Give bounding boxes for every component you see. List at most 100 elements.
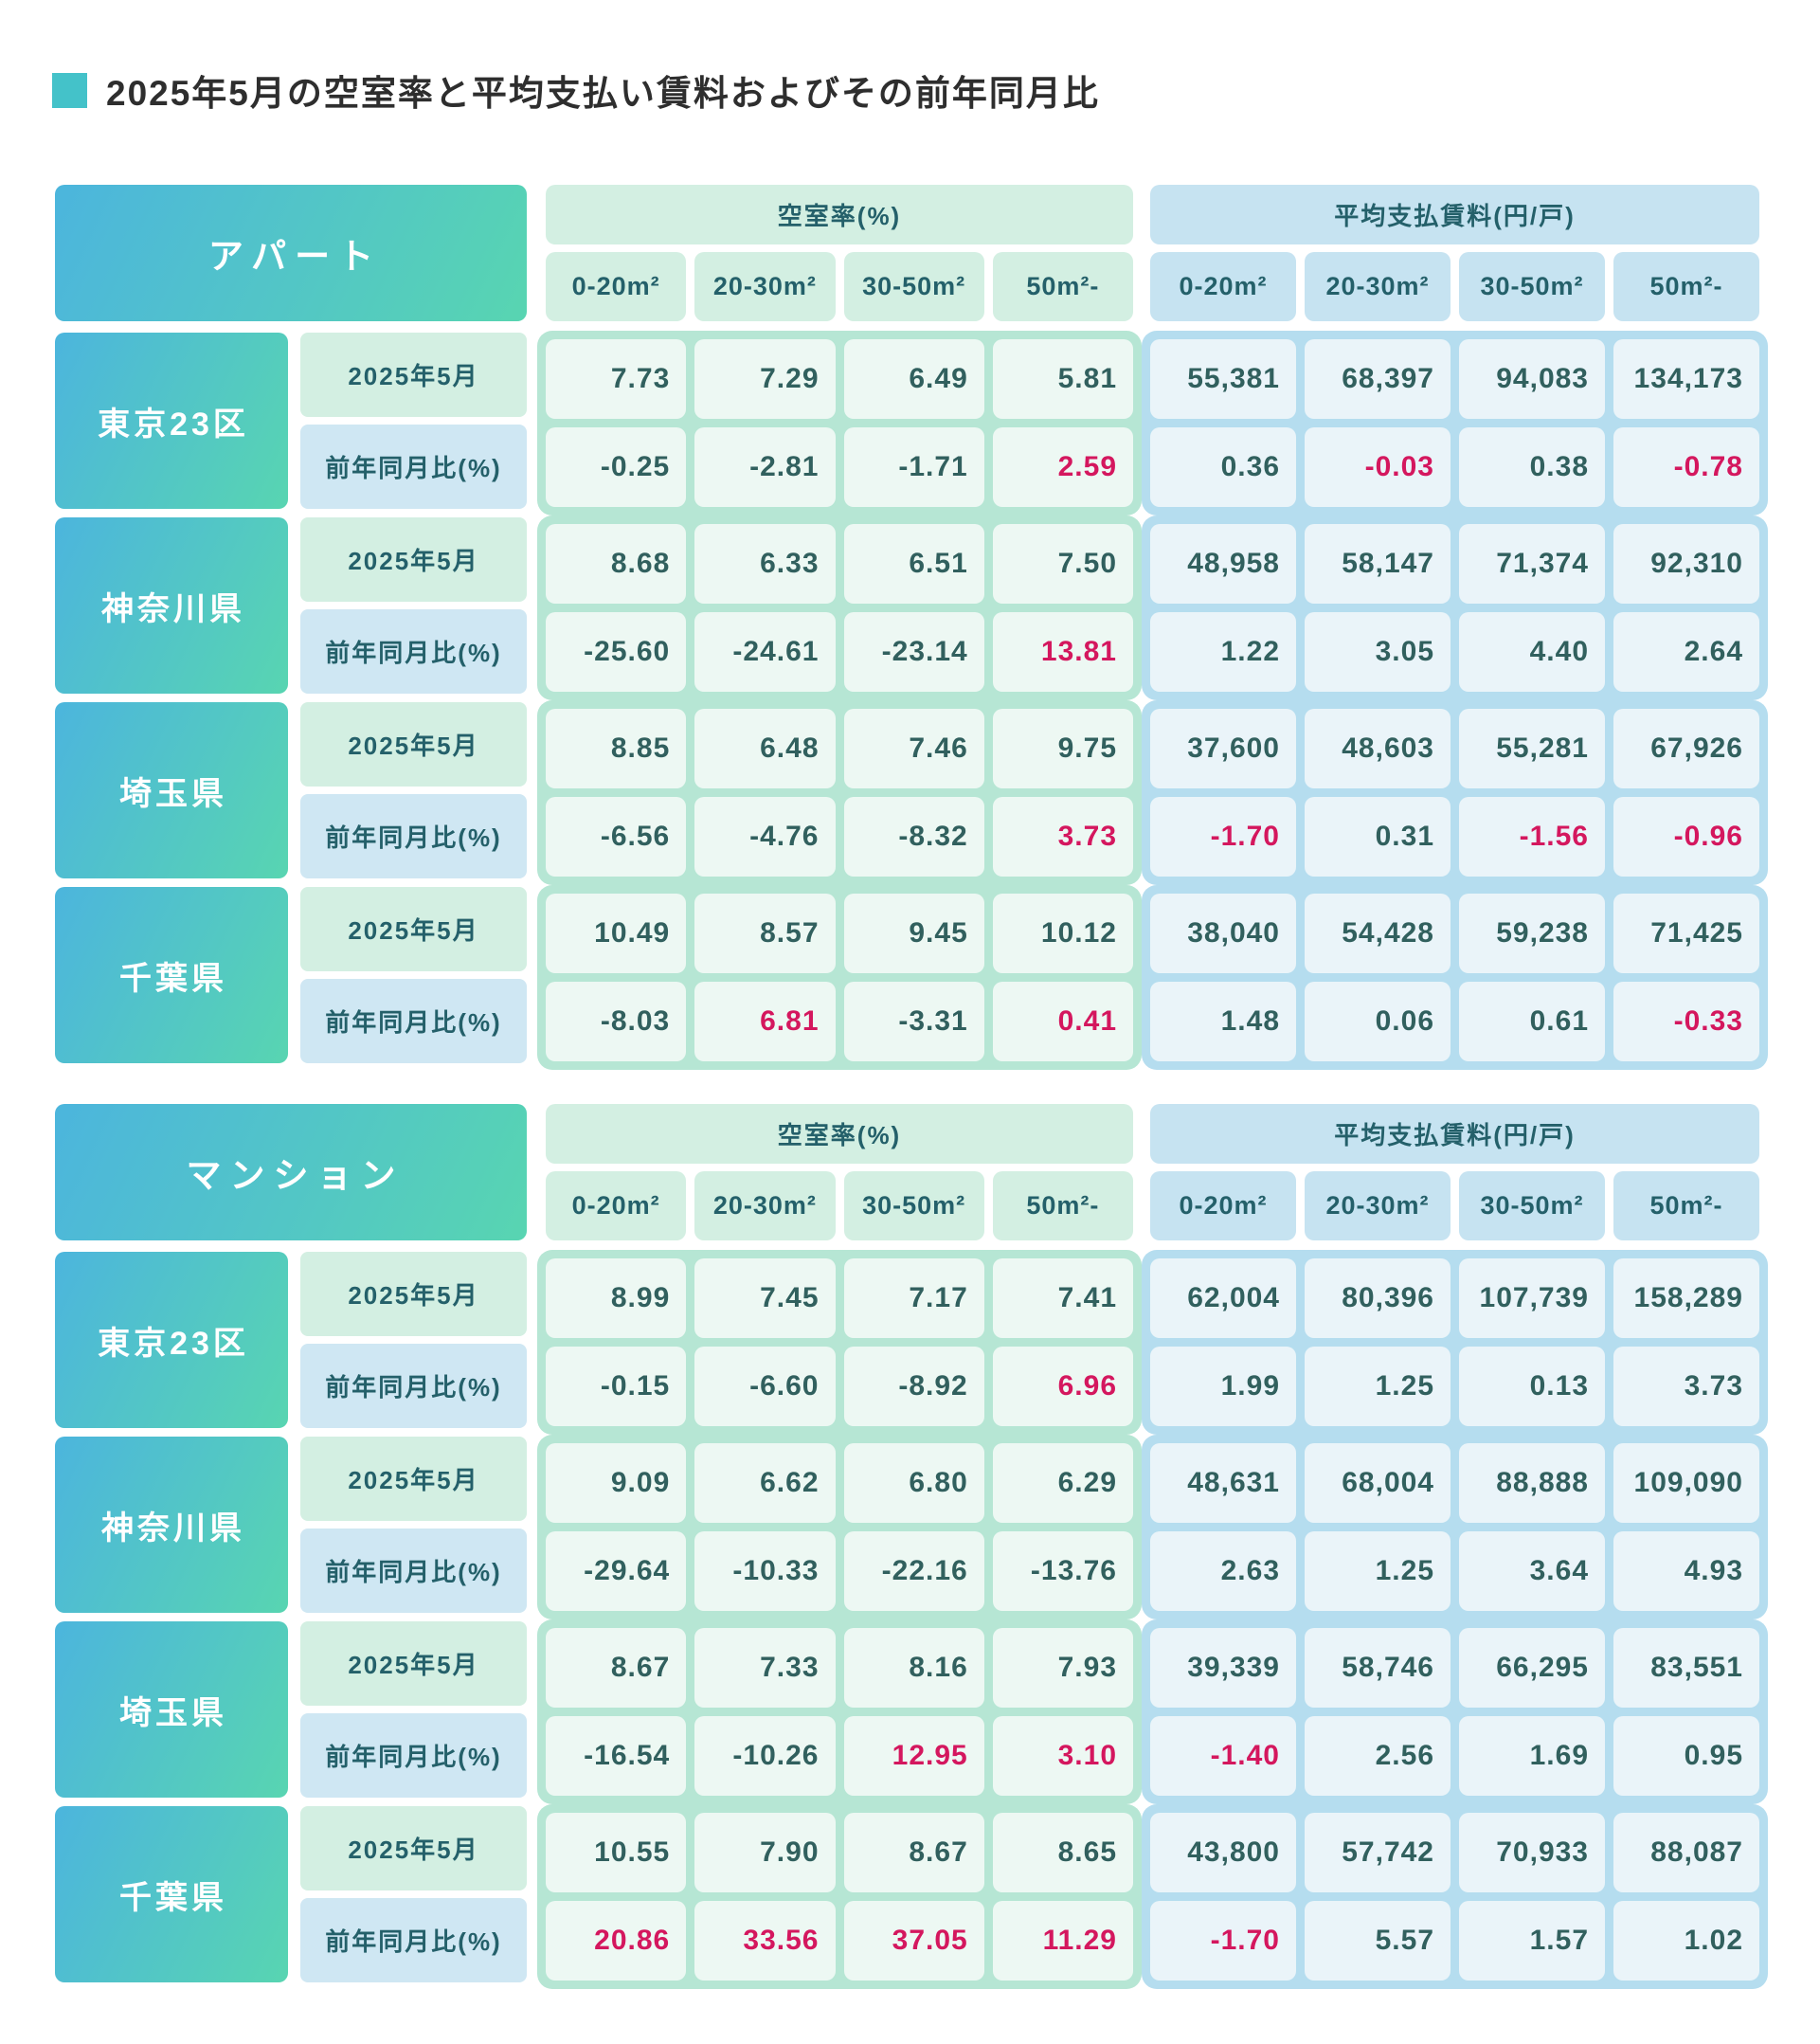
vacancy-header-group: 空室率(%) 0-20m² 20-30m² 30-50m² 50m²- [537,1104,1142,1240]
rent-yoy-value: 2.56 [1305,1716,1451,1796]
vacancy-current-value: 8.85 [546,709,687,788]
rent-group-header: 平均支払賃料(円/戸) [1150,185,1759,244]
vacancy-yoy-value: -0.25 [546,427,687,507]
rent-yoy-value: 0.38 [1459,427,1605,507]
rent-current-value: 92,310 [1613,524,1759,604]
vacancy-data-block: 8.85 6.48 7.46 9.75 -6.56 -4.76 -8.32 3.73 [537,700,1142,885]
region-row: 千葉県 2025年5月 前年同月比(%) 10.49 8.57 9.45 10.12 -8.0… [55,885,1768,1070]
mansion-table: マンション 空室率(%) 0-20m² 20-30m² 30-50m² 50m²… [55,1104,1768,1989]
vacancy-yoy-value: -29.64 [546,1531,687,1611]
size-column-header: 50m²- [1613,252,1759,321]
rent-current-value: 55,381 [1150,339,1296,419]
row-label-column: 2025年5月 前年同月比(%) [300,1252,527,1428]
vacancy-current-value: 7.41 [992,1258,1133,1338]
vacancy-yoy-value: -24.61 [694,612,836,692]
region-name-cell: 埼玉県 [55,702,288,878]
size-column-header: 0-20m² [1150,1171,1296,1240]
vacancy-column-headers: 0-20m² 20-30m² 30-50m² 50m²- [546,1171,1133,1240]
rent-current-value: 39,339 [1150,1628,1296,1708]
row-label-current: 2025年5月 [300,1437,527,1521]
vacancy-current-value: 7.45 [694,1258,836,1338]
rent-yoy-value: -1.56 [1459,797,1605,877]
rent-current-value: 88,888 [1459,1443,1605,1523]
size-column-header: 20-30m² [1305,252,1451,321]
size-column-header: 30-50m² [843,1171,984,1240]
row-label-yoy: 前年同月比(%) [300,1344,527,1428]
size-column-header: 20-30m² [1305,1171,1451,1240]
apartment-table-header: アパート 空室率(%) 0-20m² 20-30m² 30-50m² 50m²-… [55,185,1768,321]
vacancy-current-value: 8.57 [694,894,836,973]
vacancy-current-value: 6.62 [694,1443,836,1523]
vacancy-column-headers: 0-20m² 20-30m² 30-50m² 50m²- [546,252,1133,321]
rent-yoy-value: 1.69 [1459,1716,1605,1796]
region-row: 千葉県 2025年5月 前年同月比(%) 10.55 7.90 8.67 8.65 20.86… [55,1804,1768,1989]
vacancy-current-value: 5.81 [992,339,1133,419]
rent-yoy-value: -0.96 [1613,797,1759,877]
rent-current-value: 62,004 [1150,1258,1296,1338]
size-column-header: 50m²- [992,252,1133,321]
rent-current-value: 43,800 [1150,1813,1296,1892]
vacancy-yoy-value: -3.31 [843,982,984,1061]
row-label-column: 2025年5月 前年同月比(%) [300,1806,527,1982]
region-name-cell: 千葉県 [55,1806,288,1982]
vacancy-yoy-value: 6.96 [992,1347,1133,1426]
vacancy-current-value: 7.90 [694,1813,836,1892]
vacancy-current-value: 8.67 [843,1813,984,1892]
vacancy-data-block: 10.55 7.90 8.67 8.65 20.86 33.56 37.05 11.29 [537,1804,1142,1989]
size-column-header: 50m²- [1613,1171,1759,1240]
vacancy-current-value: 9.45 [843,894,984,973]
vacancy-yoy-value: 12.95 [843,1716,984,1796]
vacancy-current-value: 6.80 [843,1443,984,1523]
vacancy-current-value: 6.49 [843,339,984,419]
rent-group-header: 平均支払賃料(円/戸) [1150,1104,1759,1164]
vacancy-group-header: 空室率(%) [546,1104,1133,1164]
vacancy-yoy-value: 3.73 [992,797,1133,877]
vacancy-yoy-value: -8.03 [546,982,687,1061]
vacancy-current-value: 7.50 [992,524,1133,604]
rent-current-value: 109,090 [1613,1443,1759,1523]
size-column-header: 20-30m² [694,252,836,321]
vacancy-current-value: 7.93 [992,1628,1133,1708]
rent-column-headers: 0-20m² 20-30m² 30-50m² 50m²- [1150,252,1759,321]
row-label-yoy: 前年同月比(%) [300,1528,527,1613]
region-row: 埼玉県 2025年5月 前年同月比(%) 8.67 7.33 8.16 7.93 -16.54… [55,1619,1768,1804]
rent-yoy-value: -1.70 [1150,1901,1296,1981]
row-label-current: 2025年5月 [300,1806,527,1890]
vacancy-yoy-value: -22.16 [843,1531,984,1611]
rent-current-value: 58,746 [1305,1628,1451,1708]
rent-current-value: 158,289 [1613,1258,1759,1338]
region-name-cell: 千葉県 [55,887,288,1063]
vacancy-yoy-value: 3.10 [992,1716,1133,1796]
rent-current-value: 48,603 [1305,709,1451,788]
vacancy-yoy-value: -1.71 [843,427,984,507]
rent-yoy-value: 1.02 [1613,1901,1759,1981]
vacancy-data-block: 8.68 6.33 6.51 7.50 -25.60 -24.61 -23.14 13.81 [537,516,1142,700]
rent-current-value: 58,147 [1305,524,1451,604]
region-name-cell: 東京23区 [55,333,288,509]
rent-current-value: 67,926 [1613,709,1759,788]
row-label-current: 2025年5月 [300,887,527,971]
row-label-column: 2025年5月 前年同月比(%) [300,702,527,878]
rent-current-value: 107,739 [1459,1258,1605,1338]
rent-data-block: 37,600 48,603 55,281 67,926 -1.70 0.31 -1.56 -0… [1142,700,1768,885]
rent-yoy-value: 1.57 [1459,1901,1605,1981]
size-column-header: 30-50m² [1459,252,1605,321]
vacancy-current-value: 9.09 [546,1443,687,1523]
vacancy-current-value: 8.16 [843,1628,984,1708]
rent-current-value: 71,374 [1459,524,1605,604]
vacancy-group-header: 空室率(%) [546,185,1133,244]
vacancy-yoy-value: 13.81 [992,612,1133,692]
vacancy-header-group: 空室率(%) 0-20m² 20-30m² 30-50m² 50m²- [537,185,1142,321]
rent-yoy-value: 0.06 [1305,982,1451,1061]
vacancy-yoy-value: -13.76 [992,1531,1133,1611]
vacancy-current-value: 10.49 [546,894,687,973]
vacancy-yoy-value: -10.33 [694,1531,836,1611]
size-column-header: 0-20m² [1150,252,1296,321]
rent-data-block: 39,339 58,746 66,295 83,551 -1.40 2.56 1.69 0.9… [1142,1619,1768,1804]
rent-yoy-value: 0.36 [1150,427,1296,507]
vacancy-current-value: 8.67 [546,1628,687,1708]
rent-yoy-value: 3.64 [1459,1531,1605,1611]
row-label-current: 2025年5月 [300,702,527,787]
region-name-cell: 東京23区 [55,1252,288,1428]
